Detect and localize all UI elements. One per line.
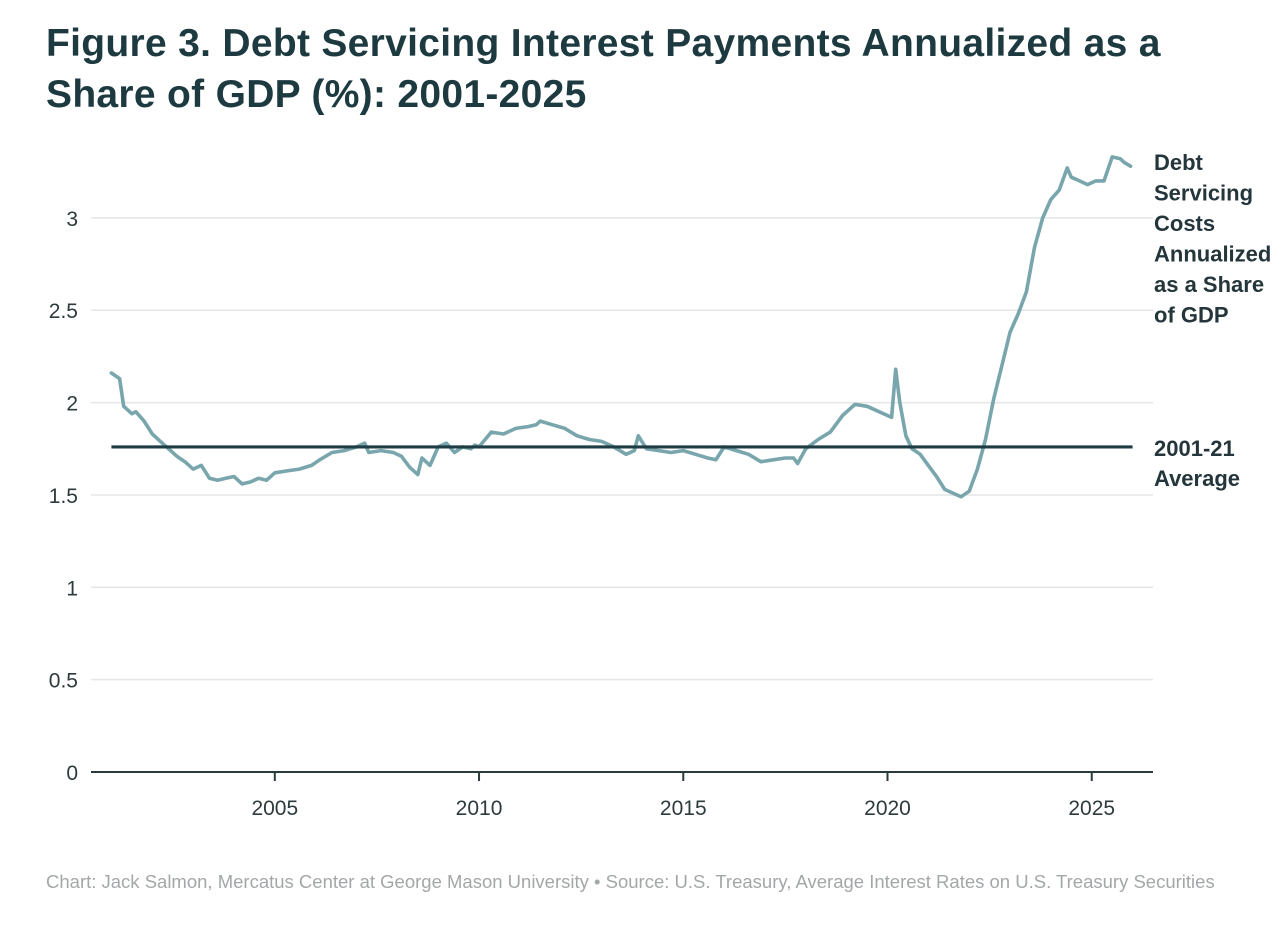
y-tick-label: 0.5	[49, 670, 78, 693]
y-tick-label: 2.5	[49, 300, 78, 323]
series-label-debt-servicing-costs-line: Annualized	[1154, 242, 1271, 267]
series-labels: Debt Servicing Costs Annualized as a Share of…	[1154, 150, 1271, 491]
series-label-average-line: Average	[1154, 466, 1240, 491]
series-label-debt-servicing-costs-line: as a Share	[1154, 272, 1264, 297]
series-label-average-line: 2001-21	[1154, 436, 1235, 461]
series-layer	[109, 155, 1133, 499]
x-tick-label: 2010	[456, 797, 503, 820]
y-axis-tick-labels: 0 0.5 1 1.5 2 2.5 3	[49, 208, 78, 785]
y-tick-label: 3	[66, 208, 78, 231]
series-label-average: 2001-21 Average	[1154, 436, 1240, 491]
x-tick-label: 2025	[1068, 797, 1115, 820]
y-tick-label: 0	[66, 762, 78, 785]
series-label-debt-servicing-costs-line: Servicing	[1154, 181, 1253, 206]
gridlines	[91, 217, 1153, 681]
x-tick-label: 2005	[251, 797, 298, 820]
y-tick-label: 1.5	[49, 485, 78, 508]
x-axis	[91, 771, 1153, 781]
series-label-debt-servicing-costs-line: Costs	[1154, 211, 1215, 236]
series-label-debt-servicing-costs: Debt Servicing Costs Annualized as a Share of…	[1154, 150, 1271, 328]
series-line-debt-servicing-costs	[109, 155, 1133, 499]
y-tick-label: 1	[66, 577, 78, 600]
y-tick-label: 2	[66, 393, 78, 416]
source-note: Chart: Jack Salmon, Mercatus Center at G…	[46, 871, 1215, 892]
chart-title: Figure 3. Debt Servicing Interest Paymen…	[46, 22, 1161, 116]
x-tick-label: 2015	[660, 797, 707, 820]
x-tick-label: 2020	[864, 797, 911, 820]
series-label-debt-servicing-costs-line: Debt	[1154, 150, 1204, 175]
series-label-debt-servicing-costs-line: of GDP	[1154, 303, 1229, 328]
x-axis-tick-labels: 2005 2010 2015 2020 2025	[251, 797, 1115, 820]
